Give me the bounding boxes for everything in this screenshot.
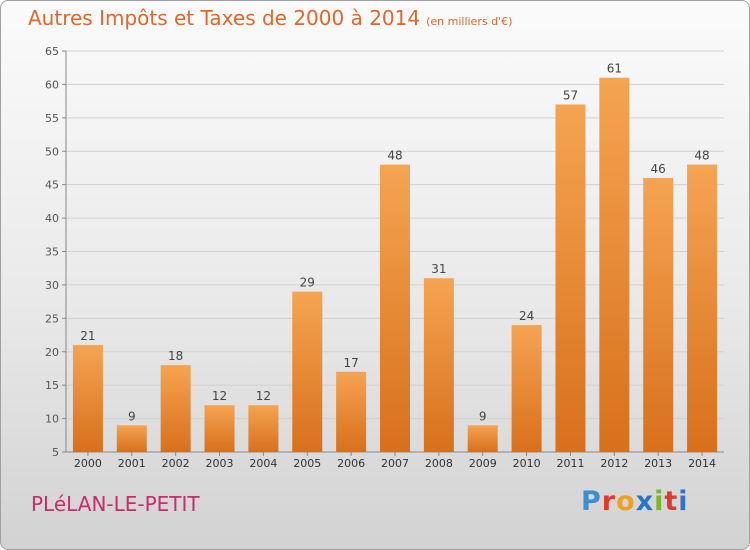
bar-2013 [643, 177, 674, 452]
y-tick-label: 55 [45, 112, 59, 125]
bar-value-label: 48 [694, 149, 709, 163]
logo-letter: P [581, 486, 602, 517]
bar-2008 [423, 278, 454, 452]
bar-2002 [160, 365, 191, 452]
bar-value-label: 31 [431, 262, 446, 276]
y-tick-label: 45 [45, 179, 59, 192]
x-tick-label: 2008 [425, 457, 453, 470]
bar-2011 [555, 104, 586, 452]
y-tick-label: 5 [52, 446, 59, 459]
x-tick-label: 2014 [688, 457, 716, 470]
x-tick-label: 2000 [74, 457, 102, 470]
bar-value-label: 12 [212, 389, 227, 403]
bar-2006 [336, 371, 367, 452]
bar-2003 [204, 405, 235, 452]
bar-value-label: 12 [256, 389, 271, 403]
x-tick-label: 2012 [600, 457, 628, 470]
x-tick-label: 2005 [293, 457, 321, 470]
y-tick-label: 35 [45, 246, 59, 259]
chart-title-unit: (en milliers d'€) [426, 15, 513, 28]
y-tick-label: 20 [45, 346, 59, 359]
bar-value-label: 48 [387, 149, 402, 163]
x-tick-label: 2006 [337, 457, 365, 470]
bar-2014 [687, 164, 718, 452]
bar-value-label: 9 [128, 409, 136, 423]
logo-letter: o [616, 486, 636, 517]
y-tick-label: 15 [45, 379, 59, 392]
x-tick-label: 2011 [556, 457, 584, 470]
bar-value-label: 21 [80, 329, 95, 343]
bar-value-label: 18 [168, 349, 183, 363]
bar-value-label: 29 [300, 276, 315, 290]
logo-letter: i [654, 486, 665, 517]
y-tick-label: 50 [45, 145, 59, 158]
logo-letter: i [678, 486, 689, 517]
x-tick-label: 2010 [513, 457, 541, 470]
chart-title: Autres Impôts et Taxes de 2000 à 2014 (en… [28, 6, 512, 30]
bar-2001 [116, 425, 147, 452]
bar-2012 [599, 77, 630, 452]
x-tick-label: 2003 [206, 457, 234, 470]
y-tick-label: 10 [45, 413, 59, 426]
bar-value-label: 24 [519, 309, 534, 323]
y-tick-label: 65 [45, 45, 59, 58]
logo-letter: r [601, 486, 617, 517]
y-tick-label: 25 [45, 312, 59, 325]
x-tick-label: 2013 [644, 457, 672, 470]
logo-letter: x [635, 486, 655, 517]
y-tick-label: 60 [45, 78, 59, 91]
proxiti-logo[interactable]: Proxiti [581, 486, 689, 517]
chart-title-text: Autres Impôts et Taxes de 2000 à 2014 [28, 6, 421, 30]
bar-2009 [467, 425, 498, 452]
bar-value-label: 61 [607, 62, 622, 76]
x-tick-label: 2004 [249, 457, 277, 470]
y-tick-label: 40 [45, 212, 59, 225]
bar-value-label: 57 [563, 88, 578, 102]
bar-2007 [380, 164, 410, 452]
bar-2000 [72, 345, 103, 452]
x-tick-label: 2002 [162, 457, 190, 470]
x-tick-label: 2009 [469, 457, 497, 470]
x-tick-label: 2007 [381, 457, 409, 470]
bar-2005 [292, 291, 323, 452]
logo-letter: t [664, 486, 679, 517]
y-tick-label: 30 [45, 279, 59, 292]
bar-2010 [511, 325, 542, 452]
bar-value-label: 17 [343, 356, 358, 370]
x-tick-label: 2001 [118, 457, 146, 470]
bar-2004 [248, 405, 279, 452]
bar-value-label: 46 [651, 162, 666, 176]
commune-name: PLéLAN-LE-PETIT [31, 492, 200, 516]
bar-value-label: 9 [479, 409, 487, 423]
